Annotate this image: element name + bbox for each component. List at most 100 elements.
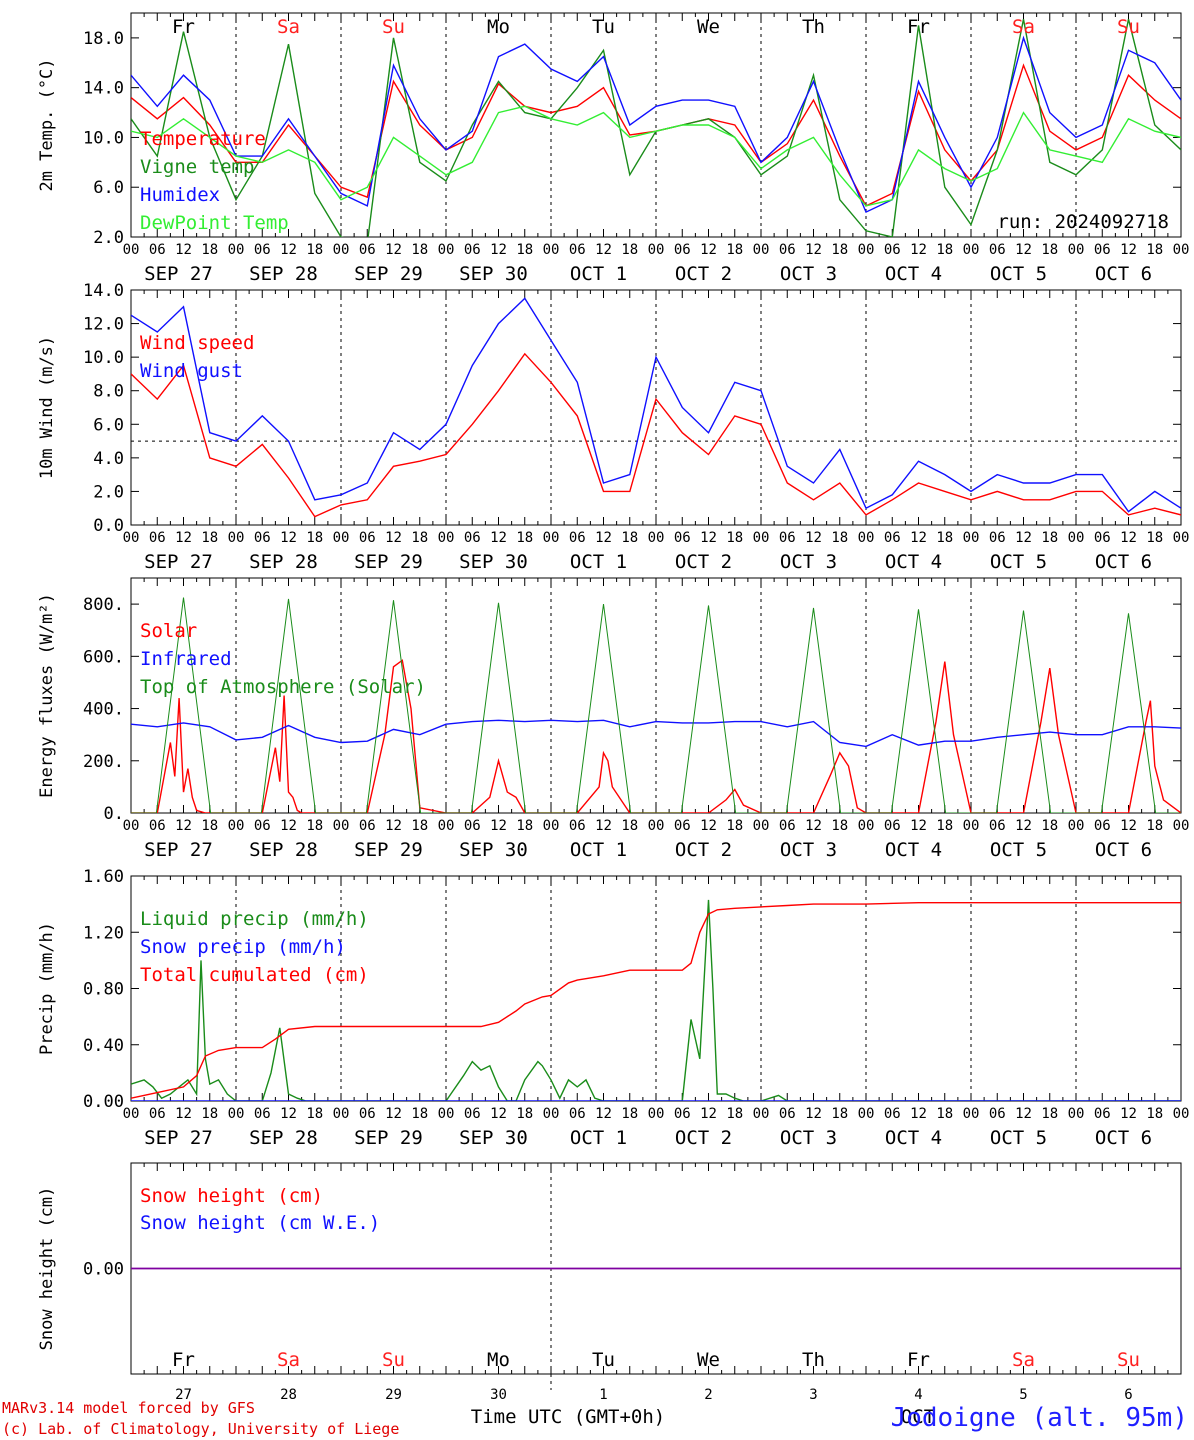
x-tick-label: 00 (963, 1106, 980, 1122)
x-tick-label: 06 (674, 530, 691, 546)
x-tick-label: 18 (411, 1106, 428, 1122)
x-tick-label: 00 (753, 1106, 770, 1122)
panel-2: 10m Wind (m/s) 0.0 2.0 4.0 6.0 8.0 10.0 12.0 14.… (37, 281, 1189, 573)
x-tick-label: 00 (1173, 1106, 1190, 1122)
x-tick-label: 18 (936, 530, 953, 546)
x-tick-label: 00 (963, 818, 980, 834)
x-tick-label: 18 (621, 1106, 638, 1122)
date-label: OCT 4 (885, 263, 942, 285)
x-tick-label: 00 (123, 818, 140, 834)
x-tick-label: 12 (490, 1106, 507, 1122)
x-tick-label: 00 (333, 242, 350, 258)
date-label: SEP 28 (249, 839, 318, 861)
x-tick-label: 06 (884, 242, 901, 258)
legend-entry: Top of Atmosphere (Solar) (140, 676, 426, 698)
date-label: OCT 6 (1095, 839, 1152, 861)
x-tick-label: 00 (1173, 530, 1190, 546)
x-tick-label: 00 (123, 1106, 140, 1122)
x-tick-label: 18 (726, 818, 743, 834)
y-axis-label: 10m Wind (m/s) (37, 336, 57, 479)
x-tick-label: 06 (464, 818, 481, 834)
y-tick-label: 600. (83, 647, 124, 667)
y-tick-label: 12.0 (83, 315, 124, 335)
x-tick-label: 00 (438, 818, 455, 834)
x-tick-label: 00 (333, 1106, 350, 1122)
legend-entry: Liquid precip (mm/h) (140, 908, 369, 930)
x-tick-label: 12 (805, 242, 822, 258)
y-tick-label: 2.0 (93, 228, 124, 248)
x-tick-label: 00 (228, 530, 245, 546)
x-tick-label: 06 (254, 242, 271, 258)
x-tick-label: 12 (910, 242, 927, 258)
day-name: Sa (1012, 1349, 1035, 1371)
x-tick-label: 00 (1068, 1106, 1085, 1122)
x-tick-label: 06 (1094, 1106, 1111, 1122)
x-tick-label: 00 (858, 1106, 875, 1122)
x-tick-label: 06 (464, 530, 481, 546)
x-tick-label: 00 (543, 530, 560, 546)
x-tick-label: 18 (831, 1106, 848, 1122)
x-tick-label: 00 (648, 242, 665, 258)
day-name: Sa (277, 1349, 300, 1371)
day-name: We (697, 16, 720, 38)
day-number: 27 (175, 1387, 192, 1403)
legend-entry: Solar (140, 620, 197, 642)
y-axis-label: Precip (mm/h) (37, 922, 57, 1055)
x-tick-label: 06 (884, 818, 901, 834)
series-line-top-of-atmosphere-solar- (131, 597, 1181, 813)
x-tick-label: 18 (411, 818, 428, 834)
x-tick-label: 00 (858, 242, 875, 258)
x-tick-label: 06 (359, 530, 376, 546)
y-axis-label: 2m Temp. (°C) (37, 58, 57, 191)
day-name: Th (802, 1349, 825, 1371)
x-tick-label: 18 (201, 1106, 218, 1122)
date-label: SEP 27 (144, 551, 213, 573)
date-label: OCT 1 (570, 263, 627, 285)
series-line-wind-speed (131, 352, 1181, 518)
x-tick-label: 12 (595, 530, 612, 546)
y-tick-label: 14.0 (83, 281, 124, 301)
day-name: Fr (172, 16, 195, 38)
x-tick-label: 18 (831, 818, 848, 834)
day-name: Su (1117, 1349, 1140, 1371)
legend-entry: Snow precip (mm/h) (140, 936, 346, 958)
day-number: 6 (1124, 1387, 1132, 1403)
date-label: OCT 6 (1095, 1127, 1152, 1149)
x-tick-label: 18 (1146, 1106, 1163, 1122)
x-tick-label: 12 (805, 818, 822, 834)
x-tick-label: 18 (831, 530, 848, 546)
x-tick-label: 12 (700, 1106, 717, 1122)
x-tick-label: 12 (1120, 530, 1137, 546)
x-tick-label: 18 (726, 1106, 743, 1122)
x-tick-label: 12 (1120, 1106, 1137, 1122)
x-tick-label: 06 (149, 1106, 166, 1122)
y-tick-label: 1.20 (83, 923, 124, 943)
day-number: 28 (280, 1387, 297, 1403)
day-name: Tu (592, 1349, 615, 1371)
x-tick-label: 00 (123, 242, 140, 258)
date-label: OCT 5 (990, 551, 1047, 573)
series-line-wind-gust (131, 297, 1181, 513)
x-tick-label: 18 (1041, 818, 1058, 834)
x-tick-label: 18 (936, 1106, 953, 1122)
day-number: 2 (704, 1387, 712, 1403)
x-tick-label: 18 (1041, 530, 1058, 546)
x-tick-label: 18 (936, 818, 953, 834)
x-tick-label: 06 (674, 242, 691, 258)
x-tick-label: 12 (805, 1106, 822, 1122)
x-tick-label: 06 (779, 818, 796, 834)
x-tick-label: 18 (1041, 1106, 1058, 1122)
credit-line-2: (c) Lab. of Climatology, University of L… (2, 1420, 399, 1438)
y-tick-label: 10.0 (83, 348, 124, 368)
date-label: OCT 3 (780, 1127, 837, 1149)
date-label: SEP 28 (249, 263, 318, 285)
x-tick-label: 06 (464, 1106, 481, 1122)
x-tick-label: 00 (438, 1106, 455, 1122)
x-tick-label: 00 (963, 242, 980, 258)
x-tick-label: 06 (254, 818, 271, 834)
x-tick-label: 18 (516, 1106, 533, 1122)
x-tick-label: 12 (1120, 818, 1137, 834)
y-axis-label: Snow height (cm) (37, 1187, 57, 1351)
date-label: SEP 29 (354, 551, 423, 573)
x-tick-label: 00 (648, 530, 665, 546)
